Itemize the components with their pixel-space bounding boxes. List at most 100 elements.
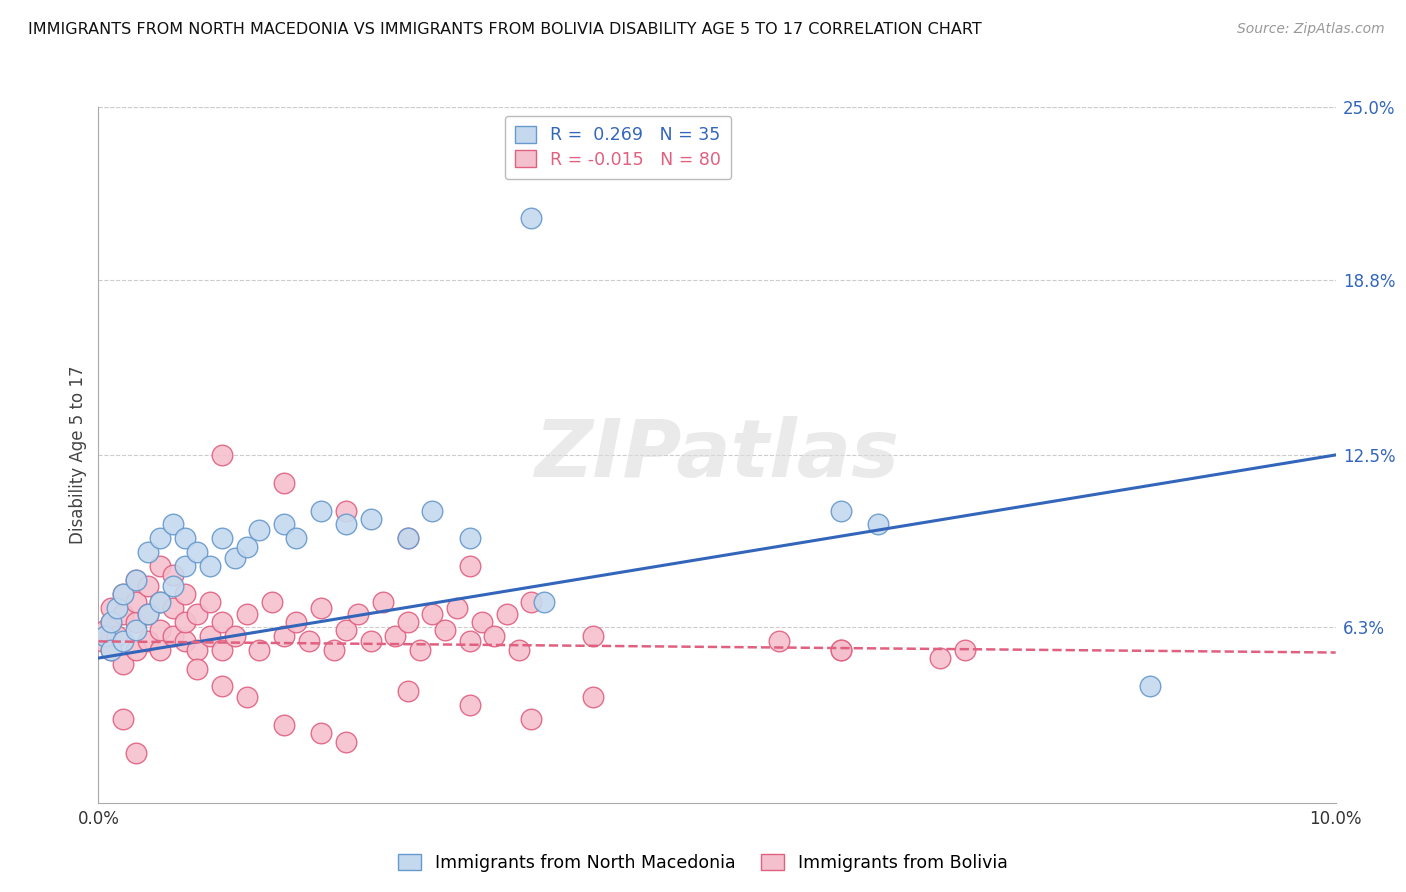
Point <box>162 567 184 582</box>
Y-axis label: Disability Age 5 to 17: Disability Age 5 to 17 <box>69 366 87 544</box>
Point <box>105 601 128 615</box>
Point <box>273 718 295 732</box>
Point <box>100 642 122 657</box>
Point <box>247 523 270 537</box>
Point <box>186 545 208 559</box>
Point <box>260 595 283 609</box>
Point <box>928 651 950 665</box>
Point <box>236 540 259 554</box>
Text: IMMIGRANTS FROM NORTH MACEDONIA VS IMMIGRANTS FROM BOLIVIA DISABILITY AGE 5 TO 1: IMMIGRANTS FROM NORTH MACEDONIA VS IMMIG… <box>28 22 981 37</box>
Point <box>322 642 344 657</box>
Point <box>149 642 172 657</box>
Point <box>409 642 432 657</box>
Point <box>186 642 208 657</box>
Point <box>396 532 419 546</box>
Point <box>508 642 530 657</box>
Point <box>396 532 419 546</box>
Point <box>124 615 146 629</box>
Point <box>112 634 135 648</box>
Point <box>422 503 444 517</box>
Point <box>211 679 233 693</box>
Point <box>285 615 308 629</box>
Point <box>100 642 122 657</box>
Point <box>458 698 481 713</box>
Point <box>830 503 852 517</box>
Point <box>100 615 122 629</box>
Point <box>309 601 332 615</box>
Point <box>91 634 114 648</box>
Point <box>162 579 184 593</box>
Point <box>100 601 122 615</box>
Point <box>273 475 295 490</box>
Point <box>335 624 357 638</box>
Point <box>124 746 146 760</box>
Point <box>371 595 394 609</box>
Point <box>198 559 221 574</box>
Point <box>236 690 259 704</box>
Point <box>124 573 146 587</box>
Point <box>384 629 406 643</box>
Point <box>136 579 159 593</box>
Point <box>198 595 221 609</box>
Point <box>112 657 135 671</box>
Point <box>582 690 605 704</box>
Point <box>520 595 543 609</box>
Point <box>520 211 543 226</box>
Point <box>112 587 135 601</box>
Point <box>136 607 159 621</box>
Point <box>298 634 321 648</box>
Point <box>433 624 456 638</box>
Point <box>136 545 159 559</box>
Point <box>136 634 159 648</box>
Point <box>335 517 357 532</box>
Point <box>520 712 543 726</box>
Point <box>211 532 233 546</box>
Point <box>112 712 135 726</box>
Point <box>162 601 184 615</box>
Point <box>186 607 208 621</box>
Point <box>162 629 184 643</box>
Point <box>495 607 517 621</box>
Point <box>360 512 382 526</box>
Legend: Immigrants from North Macedonia, Immigrants from Bolivia: Immigrants from North Macedonia, Immigra… <box>391 847 1015 879</box>
Point <box>309 503 332 517</box>
Point <box>198 629 221 643</box>
Point <box>211 448 233 462</box>
Point <box>247 642 270 657</box>
Point <box>347 607 370 621</box>
Point <box>149 559 172 574</box>
Point <box>273 629 295 643</box>
Point <box>100 615 122 629</box>
Point <box>149 595 172 609</box>
Point <box>830 642 852 657</box>
Point <box>186 662 208 676</box>
Point <box>533 595 555 609</box>
Point <box>174 559 197 574</box>
Point <box>124 624 146 638</box>
Point <box>93 624 115 638</box>
Point <box>211 642 233 657</box>
Point <box>124 573 146 587</box>
Point <box>105 629 128 643</box>
Point <box>396 615 419 629</box>
Point <box>582 629 605 643</box>
Legend: R =  0.269   N = 35, R = -0.015   N = 80: R = 0.269 N = 35, R = -0.015 N = 80 <box>505 116 731 179</box>
Point <box>953 642 976 657</box>
Point <box>458 559 481 574</box>
Text: Source: ZipAtlas.com: Source: ZipAtlas.com <box>1237 22 1385 37</box>
Point <box>149 624 172 638</box>
Point <box>446 601 468 615</box>
Point <box>1139 679 1161 693</box>
Point <box>285 532 308 546</box>
Point <box>224 550 246 565</box>
Point <box>149 595 172 609</box>
Point <box>471 615 494 629</box>
Point <box>484 629 506 643</box>
Point <box>768 634 790 648</box>
Point <box>335 734 357 748</box>
Point <box>174 615 197 629</box>
Point <box>396 684 419 698</box>
Point <box>309 726 332 740</box>
Text: ZIPatlas: ZIPatlas <box>534 416 900 494</box>
Point <box>124 642 146 657</box>
